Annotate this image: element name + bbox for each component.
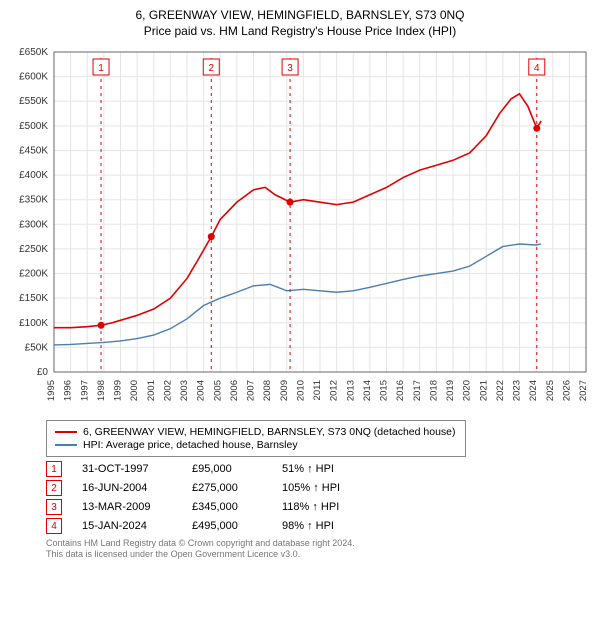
svg-text:£500K: £500K [19, 121, 48, 132]
transaction-hpi: 105% ↑ HPI [282, 482, 382, 494]
footnote-line2: This data is licensed under the Open Gov… [46, 549, 584, 560]
svg-text:£200K: £200K [19, 269, 48, 280]
svg-text:£450K: £450K [19, 145, 48, 156]
transaction-hpi: 51% ↑ HPI [282, 463, 382, 475]
svg-text:4: 4 [534, 63, 540, 74]
transaction-marker: 3 [46, 499, 62, 515]
svg-text:2017: 2017 [412, 380, 423, 401]
svg-text:2020: 2020 [462, 380, 473, 401]
svg-text:1999: 1999 [113, 380, 124, 401]
svg-text:2021: 2021 [478, 380, 489, 401]
svg-text:2024: 2024 [528, 380, 539, 401]
svg-text:£100K: £100K [19, 318, 48, 329]
footnote: Contains HM Land Registry data © Crown c… [46, 538, 584, 561]
svg-text:1998: 1998 [96, 380, 107, 401]
transaction-date: 16-JUN-2004 [82, 482, 192, 494]
svg-text:2007: 2007 [246, 380, 257, 401]
legend-item: 6, GREENWAY VIEW, HEMINGFIELD, BARNSLEY,… [55, 426, 457, 438]
transaction-date: 15-JAN-2024 [82, 520, 192, 532]
svg-text:2026: 2026 [561, 380, 572, 401]
svg-text:2025: 2025 [545, 380, 556, 401]
svg-text:2013: 2013 [345, 380, 356, 401]
svg-text:2002: 2002 [162, 380, 173, 401]
svg-text:2004: 2004 [196, 380, 207, 401]
transaction-marker: 4 [46, 518, 62, 534]
transaction-row: 4 15-JAN-2024£495,00098% ↑ HPI [46, 518, 584, 534]
transaction-marker: 1 [46, 461, 62, 477]
svg-text:1995: 1995 [46, 380, 57, 401]
transaction-marker: 2 [46, 480, 62, 496]
transaction-price: £345,000 [192, 501, 282, 513]
transaction-price: £275,000 [192, 482, 282, 494]
transaction-row: 3 13-MAR-2009£345,000118% ↑ HPI [46, 499, 584, 515]
svg-text:2014: 2014 [362, 380, 373, 401]
svg-text:2000: 2000 [129, 380, 140, 401]
svg-text:2009: 2009 [279, 380, 290, 401]
transaction-date: 13-MAR-2009 [82, 501, 192, 513]
legend-item: HPI: Average price, detached house, Barn… [55, 439, 457, 451]
svg-text:£0: £0 [37, 367, 49, 378]
title-line2: Price paid vs. HM Land Registry's House … [6, 24, 594, 38]
svg-text:£150K: £150K [19, 293, 48, 304]
transaction-row: 2 16-JUN-2004£275,000105% ↑ HPI [46, 480, 584, 496]
svg-text:2018: 2018 [428, 380, 439, 401]
transaction-hpi: 98% ↑ HPI [282, 520, 382, 532]
svg-text:2008: 2008 [262, 380, 273, 401]
transaction-price: £495,000 [192, 520, 282, 532]
title-block: 6, GREENWAY VIEW, HEMINGFIELD, BARNSLEY,… [6, 8, 594, 38]
svg-text:£550K: £550K [19, 96, 48, 107]
price-chart: £0 £50K £100K £150K £200K £250K £300K £350K £400… [6, 44, 594, 414]
title-line1: 6, GREENWAY VIEW, HEMINGFIELD, BARNSLEY,… [6, 8, 594, 22]
svg-text:3: 3 [287, 63, 293, 74]
svg-text:2011: 2011 [312, 380, 323, 400]
svg-text:1: 1 [98, 63, 104, 74]
svg-text:£600K: £600K [19, 72, 48, 83]
svg-text:2001: 2001 [146, 380, 157, 401]
svg-text:2019: 2019 [445, 380, 456, 401]
footnote-line1: Contains HM Land Registry data © Crown c… [46, 538, 584, 549]
svg-text:2: 2 [208, 63, 214, 74]
legend: 6, GREENWAY VIEW, HEMINGFIELD, BARNSLEY,… [46, 420, 466, 457]
svg-text:2012: 2012 [329, 380, 340, 401]
svg-text:2027: 2027 [578, 380, 589, 401]
svg-text:£350K: £350K [19, 195, 48, 206]
svg-text:2015: 2015 [379, 380, 390, 401]
legend-swatch [55, 444, 77, 446]
svg-text:£400K: £400K [19, 170, 48, 181]
transaction-date: 31-OCT-1997 [82, 463, 192, 475]
svg-text:2005: 2005 [212, 380, 223, 401]
transaction-price: £95,000 [192, 463, 282, 475]
svg-text:£50K: £50K [25, 342, 49, 353]
svg-text:1997: 1997 [79, 380, 90, 401]
svg-text:£250K: £250K [19, 244, 48, 255]
svg-text:2023: 2023 [512, 380, 523, 401]
svg-text:2006: 2006 [229, 380, 240, 401]
legend-label: 6, GREENWAY VIEW, HEMINGFIELD, BARNSLEY,… [83, 426, 456, 438]
svg-text:1996: 1996 [63, 380, 74, 401]
transaction-hpi: 118% ↑ HPI [282, 501, 382, 513]
legend-label: HPI: Average price, detached house, Barn… [83, 439, 298, 451]
legend-swatch [55, 431, 77, 433]
transaction-row: 1 31-OCT-1997£95,00051% ↑ HPI [46, 461, 584, 477]
svg-text:2003: 2003 [179, 380, 190, 401]
svg-text:2010: 2010 [295, 380, 306, 401]
transactions-table: 1 31-OCT-1997£95,00051% ↑ HPI 2 16-JUN-2004… [46, 461, 584, 534]
svg-text:2016: 2016 [395, 380, 406, 401]
svg-text:£300K: £300K [19, 219, 48, 230]
svg-text:£650K: £650K [19, 47, 48, 58]
svg-text:2022: 2022 [495, 380, 506, 401]
